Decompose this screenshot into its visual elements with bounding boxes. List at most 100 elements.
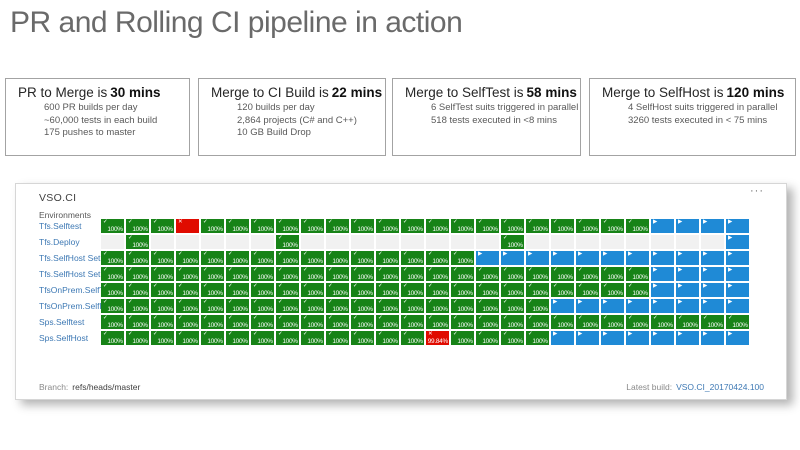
status-cell-running[interactable]: ▶ [726,235,749,249]
status-cell-success[interactable]: ✓ 100% [451,251,474,265]
status-cell-success[interactable]: ✓ 100% [501,219,524,233]
status-cell-failed[interactable]: ✕ 99.84% [426,331,449,345]
status-cell-success[interactable]: ✓ 100% [426,283,449,297]
status-cell-running[interactable]: ▶ [576,299,599,313]
status-cell-success[interactable]: ✓ 100% [326,267,349,281]
status-cell-success[interactable]: ✓ 100% [276,251,299,265]
status-cell-success[interactable]: ✓ 100% [401,283,424,297]
status-cell-success[interactable]: ✓ 100% [201,283,224,297]
status-cell-success[interactable]: ✓ 100% [276,331,299,345]
status-cell-success[interactable]: ✓ 100% [101,315,124,329]
env-name-link[interactable]: Tfs.SelfHost Set 2 [39,269,101,279]
status-cell-running[interactable]: ▶ [551,251,574,265]
status-cell-success[interactable]: ✓ 100% [101,267,124,281]
status-cell-success[interactable]: ✓ 100% [126,219,149,233]
status-cell-success[interactable]: ✓ 100% [101,219,124,233]
status-cell-success[interactable]: ✓ 100% [226,267,249,281]
status-cell-running[interactable]: ▶ [701,331,724,345]
status-cell-running[interactable]: ▶ [601,251,624,265]
status-cell-success[interactable]: ✓ 100% [451,331,474,345]
status-cell-success[interactable]: ✓ 100% [526,267,549,281]
status-cell-success[interactable]: ✓ 100% [526,315,549,329]
status-cell-success[interactable]: ✓ 100% [401,331,424,345]
status-cell-success[interactable]: ✓ 100% [476,267,499,281]
status-cell-success[interactable]: ✓ 100% [401,267,424,281]
status-cell-success[interactable]: ✓ 100% [401,251,424,265]
status-cell-success[interactable]: ✓ 100% [226,315,249,329]
status-cell-success[interactable]: ✓ 100% [151,219,174,233]
status-cell-running[interactable]: ▶ [626,331,649,345]
status-cell-success[interactable]: ✓ 100% [376,251,399,265]
status-cell-success[interactable]: ✓ 100% [151,267,174,281]
status-cell-success[interactable]: ✓ 100% [551,267,574,281]
status-cell-success[interactable]: ✓ 100% [201,251,224,265]
status-cell-success[interactable]: ✓ 100% [151,299,174,313]
status-cell-success[interactable]: ✓ 100% [151,251,174,265]
status-cell-success[interactable]: ✓ 100% [476,331,499,345]
status-cell-success[interactable]: ✓ 100% [101,283,124,297]
ellipsis-menu-icon[interactable]: ··· [750,185,764,197]
status-cell-success[interactable]: ✓ 100% [251,219,274,233]
status-cell-success[interactable]: ✓ 100% [601,283,624,297]
status-cell-success[interactable]: ✓ 100% [626,315,649,329]
status-cell-running[interactable]: ▶ [726,251,749,265]
status-cell-success[interactable]: ✓ 100% [451,283,474,297]
status-cell-success[interactable]: ✓ 100% [101,299,124,313]
status-cell-success[interactable]: ✓ 100% [601,315,624,329]
status-cell-running[interactable]: ▶ [726,267,749,281]
status-cell-running[interactable]: ▶ [501,251,524,265]
status-cell-success[interactable]: ✓ 100% [626,219,649,233]
status-cell-success[interactable]: ✓ 100% [301,283,324,297]
status-cell-success[interactable]: ✓ 100% [451,299,474,313]
status-cell-success[interactable]: ✓ 100% [251,299,274,313]
status-cell-running[interactable]: ▶ [701,219,724,233]
status-cell-success[interactable]: ✓ 100% [251,331,274,345]
status-cell-running[interactable]: ▶ [626,251,649,265]
status-cell-success[interactable]: ✓ 100% [501,299,524,313]
status-cell-success[interactable]: ✓ 100% [226,299,249,313]
status-cell-running[interactable]: ▶ [726,331,749,345]
status-cell-running[interactable]: ▶ [576,251,599,265]
status-cell-running[interactable]: ▶ [701,283,724,297]
status-cell-success[interactable]: ✓ 100% [476,283,499,297]
status-cell-success[interactable]: ✓ 100% [426,219,449,233]
status-cell-success[interactable]: ✓ 100% [176,315,199,329]
status-cell-success[interactable]: ✓ 100% [376,299,399,313]
status-cell-success[interactable]: ✓ 100% [726,315,749,329]
status-cell-success[interactable]: ✓ 100% [101,251,124,265]
status-cell-success[interactable]: ✓ 100% [301,267,324,281]
status-cell-success[interactable]: ✓ 100% [276,315,299,329]
status-cell-success[interactable]: ✓ 100% [301,331,324,345]
status-cell-success[interactable]: ✓ 100% [151,283,174,297]
status-cell-running[interactable]: ▶ [651,283,674,297]
status-cell-success[interactable]: ✓ 100% [176,299,199,313]
status-cell-success[interactable]: ✓ 100% [476,219,499,233]
status-cell-running[interactable]: ▶ [551,331,574,345]
status-cell-running[interactable]: ▶ [676,283,699,297]
status-cell-running[interactable]: ▶ [651,251,674,265]
status-cell-running[interactable]: ▶ [651,299,674,313]
status-cell-success[interactable]: ✓ 100% [551,219,574,233]
status-cell-running[interactable]: ▶ [676,331,699,345]
status-cell-success[interactable]: ✓ 100% [401,299,424,313]
status-cell-success[interactable]: ✓ 100% [126,315,149,329]
status-cell-success[interactable]: ✓ 100% [301,315,324,329]
status-cell-success[interactable]: ✓ 100% [451,315,474,329]
status-cell-success[interactable]: ✓ 100% [426,251,449,265]
status-cell-success[interactable]: ✓ 100% [301,251,324,265]
status-cell-success[interactable]: ✓ 100% [176,251,199,265]
status-cell-success[interactable]: ✓ 100% [401,315,424,329]
status-cell-running[interactable]: ▶ [676,267,699,281]
status-cell-running[interactable]: ▶ [476,251,499,265]
status-cell-running[interactable]: ▶ [551,299,574,313]
status-cell-success[interactable]: ✓ 100% [676,315,699,329]
status-cell-success[interactable]: ✓ 100% [151,315,174,329]
status-cell-success[interactable]: ✓ 100% [226,283,249,297]
status-cell-success[interactable]: ✓ 100% [351,315,374,329]
status-cell-success[interactable]: ✓ 100% [451,219,474,233]
env-name-link[interactable]: TfsOnPrem.SelfTest [39,285,101,295]
status-cell-running[interactable]: ▶ [701,267,724,281]
status-cell-success[interactable]: ✓ 100% [276,267,299,281]
status-cell-success[interactable]: ✓ 100% [251,251,274,265]
status-cell-success[interactable]: ✓ 100% [451,267,474,281]
